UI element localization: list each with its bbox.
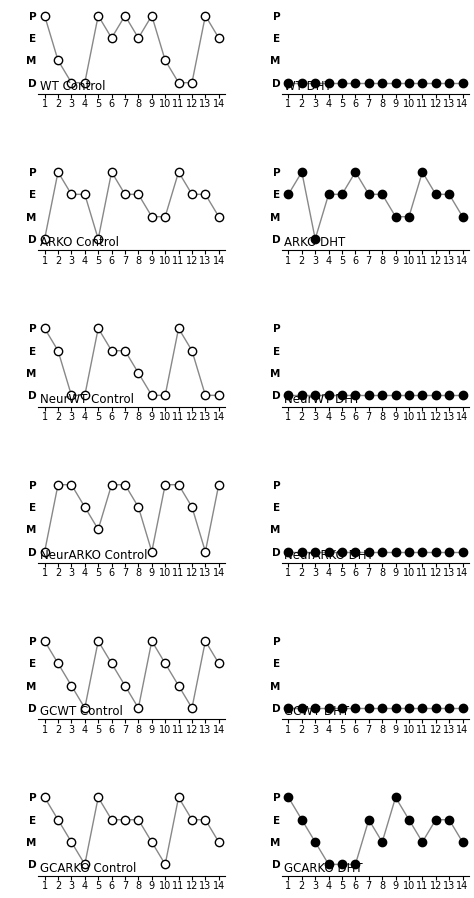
Text: NeurWT DHT: NeurWT DHT <box>283 392 360 406</box>
Text: NeurARKO Control: NeurARKO Control <box>40 549 147 562</box>
Text: WT Control: WT Control <box>40 80 105 92</box>
Text: GCARKO Control: GCARKO Control <box>40 862 136 875</box>
Text: ARKO Control: ARKO Control <box>40 236 119 250</box>
Text: GCARKO DHT: GCARKO DHT <box>283 862 362 875</box>
Text: NeurARKO DHT: NeurARKO DHT <box>283 549 374 562</box>
Text: ARKO DHT: ARKO DHT <box>283 236 345 250</box>
Text: WT DHT: WT DHT <box>283 80 331 92</box>
Text: GCWT DHT: GCWT DHT <box>283 705 349 718</box>
Text: GCWT Control: GCWT Control <box>40 705 123 718</box>
Text: NeurWT Control: NeurWT Control <box>40 392 134 406</box>
